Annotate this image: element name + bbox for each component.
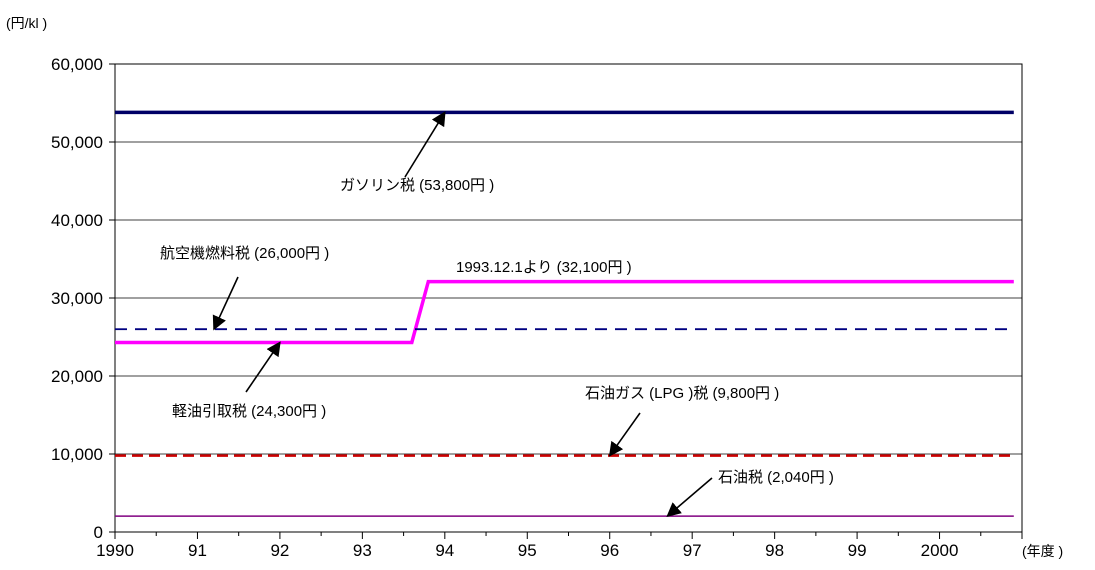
x-tick-label: 93 [353, 541, 372, 560]
y-tick-label: 40,000 [51, 211, 103, 230]
series-lines [115, 110, 1014, 517]
annotation-arrow-gasoline [404, 111, 446, 178]
annotation-label-change: 1993.12.1より (32,100円 ) [456, 259, 632, 276]
x-tick-label: 98 [765, 541, 784, 560]
x-tick-label: 1990 [96, 541, 134, 560]
gridlines [115, 141, 1022, 455]
annotation-arrow-petroleum [666, 477, 713, 518]
x-unit-label: (年度 ) [1022, 543, 1063, 559]
x-tick-label: 91 [188, 541, 207, 560]
y-tick-label: 0 [94, 523, 103, 542]
annotations: ガソリン税 (53,800円 ) 航空機燃料税 (26,000円 ) 1993.12… [160, 111, 834, 518]
y-tick-label: 60,000 [51, 55, 103, 74]
x-tick-label: 97 [683, 541, 702, 560]
annotation-label-light_oil: 軽油引取税 (24,300円 ) [172, 403, 326, 420]
y-tick-label: 10,000 [51, 445, 103, 464]
annotation-arrow-light_oil [245, 341, 281, 393]
x-tick-label: 95 [518, 541, 537, 560]
annotation-arrow-jet_fuel [212, 276, 239, 331]
series-line-light_oil [115, 279, 1014, 345]
y-tick-label: 30,000 [51, 289, 103, 308]
y-unit-label: (円/kl ) [6, 15, 47, 31]
y-tick-label: 20,000 [51, 367, 103, 386]
y-tick-label: 50,000 [51, 133, 103, 152]
annotation-label-petroleum: 石油税 (2,040円 ) [718, 469, 834, 486]
x-tick-label: 96 [600, 541, 619, 560]
x-tick-label: 2000 [921, 541, 959, 560]
annotation-arrow-lpg [608, 412, 641, 457]
axes: 0 10,000 20,000 30,000 40,000 50,000 60,000 199… [51, 55, 1023, 560]
annotation-label-gasoline: ガソリン税 (53,800円 ) [340, 177, 494, 194]
annotation-label-lpg: 石油ガス (LPG )税 (9,800円 ) [585, 385, 779, 402]
annotation-label-jet_fuel: 航空機燃料税 (26,000円 ) [160, 244, 329, 262]
x-tick-label: 99 [848, 541, 867, 560]
x-tick-label: 94 [435, 541, 454, 560]
x-tick-label: 92 [270, 541, 289, 560]
